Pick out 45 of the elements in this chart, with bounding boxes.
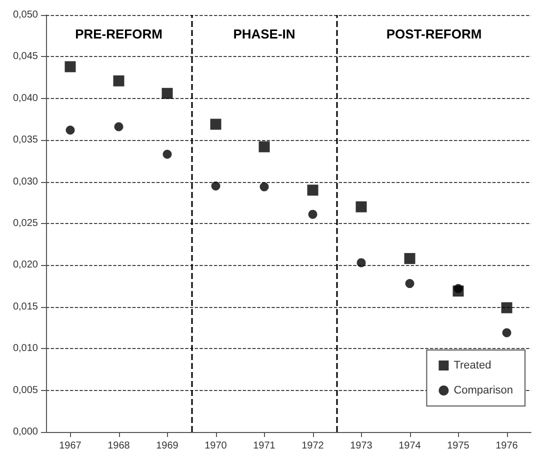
x-tick-label: 1972: [302, 440, 324, 452]
point: [307, 184, 318, 196]
y-tick-label: 0,035: [12, 134, 38, 146]
x-tick-label: 1976: [496, 440, 518, 452]
point: [211, 181, 220, 190]
legend-label: Comparison: [454, 384, 514, 396]
y-tick-label: 0,050: [12, 10, 38, 20]
y-tick-label: 0,005: [12, 384, 38, 396]
point: [404, 253, 416, 264]
y-tick-label: 0,020: [12, 260, 38, 271]
point: [502, 328, 512, 338]
point: [308, 210, 318, 219]
y-tick-label: 0,045: [12, 51, 38, 62]
point: [64, 61, 76, 72]
point: [66, 126, 75, 135]
annotation: PHASE-IN: [233, 26, 296, 42]
point: [260, 182, 269, 192]
legend-label: Treated: [454, 360, 492, 372]
x-tick-label: 1971: [253, 440, 276, 452]
point: [114, 122, 124, 132]
x-tick-label: 1975: [447, 440, 470, 452]
y-tick-label: 0,030: [12, 176, 38, 188]
y-tick-label: 0,040: [12, 92, 38, 104]
point: [162, 88, 173, 99]
point: [356, 201, 367, 212]
point: [113, 75, 124, 86]
point: [501, 302, 512, 314]
x-tick-label: 1974: [398, 440, 422, 452]
point: [162, 150, 172, 159]
point: [454, 284, 463, 294]
x-tick-label: 1970: [204, 440, 228, 452]
y-tick-label: 0,015: [12, 301, 38, 312]
y-tick-label: 0,000: [12, 426, 38, 438]
point: [356, 258, 366, 268]
x-tick-label: 1973: [350, 440, 373, 452]
y-tick-label: 0,010: [12, 343, 38, 354]
annotation: PRE-REFORM: [75, 26, 162, 42]
point: [405, 279, 414, 288]
x-tick-label: 1969: [156, 440, 179, 452]
point: [258, 141, 270, 152]
x-tick-label: 1967: [59, 440, 82, 452]
annotation: POST-REFORM: [386, 26, 482, 42]
x-tick-label: 1968: [108, 440, 130, 452]
point: [210, 118, 222, 130]
y-tick-label: 0,025: [12, 218, 38, 229]
